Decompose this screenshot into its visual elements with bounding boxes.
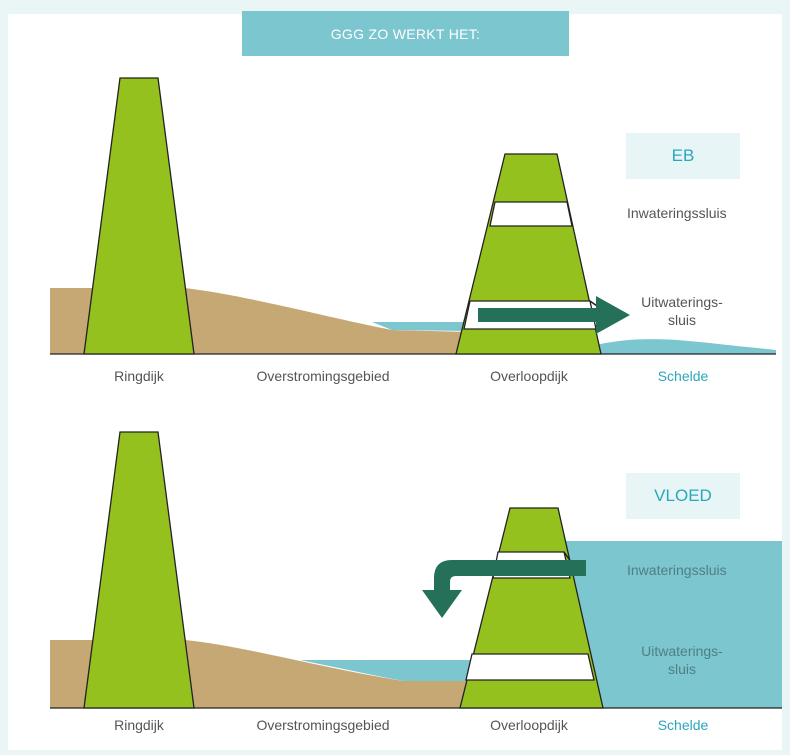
eb-floodplain-water bbox=[372, 322, 470, 331]
vloed-inflow-arrow bbox=[422, 560, 586, 618]
vloed-outlet-label: Uitwaterings- sluis bbox=[628, 642, 736, 678]
vloed-inlet-label: Inwateringssluis bbox=[627, 562, 727, 578]
eb-outlet-label-line2: sluis bbox=[667, 312, 696, 328]
eb-outflow-arrow bbox=[478, 296, 630, 334]
vloed-mode-box: VLOED bbox=[626, 473, 740, 519]
vloed-diagram bbox=[50, 431, 782, 709]
eb-ringdijk-label: Ringdijk bbox=[114, 368, 164, 384]
vloed-overstromingsgebied-label: Overstromingsgebied bbox=[256, 717, 390, 733]
eb-outlet-label: Uitwaterings- sluis bbox=[628, 293, 736, 329]
vloed-floodplain-water bbox=[300, 660, 470, 681]
vloed-ringdijk-label: Ringdijk bbox=[114, 717, 164, 733]
eb-diagram bbox=[50, 77, 776, 355]
vloed-uitwateringssluis-band bbox=[465, 653, 595, 681]
title-banner: GGG ZO WERKT HET: bbox=[242, 11, 569, 56]
vloed-outlet-label-line2: sluis bbox=[667, 661, 696, 677]
eb-outlet-label-line1: Uitwaterings- bbox=[641, 294, 723, 310]
eb-schelde-label: Schelde bbox=[657, 368, 709, 384]
vloed-overloopdijk-label: Overloopdijk bbox=[490, 717, 568, 733]
eb-mode-box: EB bbox=[626, 133, 740, 179]
eb-inlet-label: Inwateringssluis bbox=[627, 205, 727, 221]
eb-ringdijk-shape bbox=[83, 77, 195, 355]
eb-inwateringssluis-band bbox=[489, 201, 573, 227]
vloed-schelde-water bbox=[560, 541, 782, 708]
vloed-outlet-label-line1: Uitwaterings- bbox=[641, 643, 723, 659]
vloed-schelde-label: Schelde bbox=[657, 717, 709, 733]
vloed-ringdijk-shape bbox=[83, 431, 195, 709]
eb-overstromingsgebied-label: Overstromingsgebied bbox=[256, 368, 390, 384]
eb-overloopdijk-label: Overloopdijk bbox=[490, 368, 568, 384]
eb-schelde-water bbox=[596, 339, 776, 354]
